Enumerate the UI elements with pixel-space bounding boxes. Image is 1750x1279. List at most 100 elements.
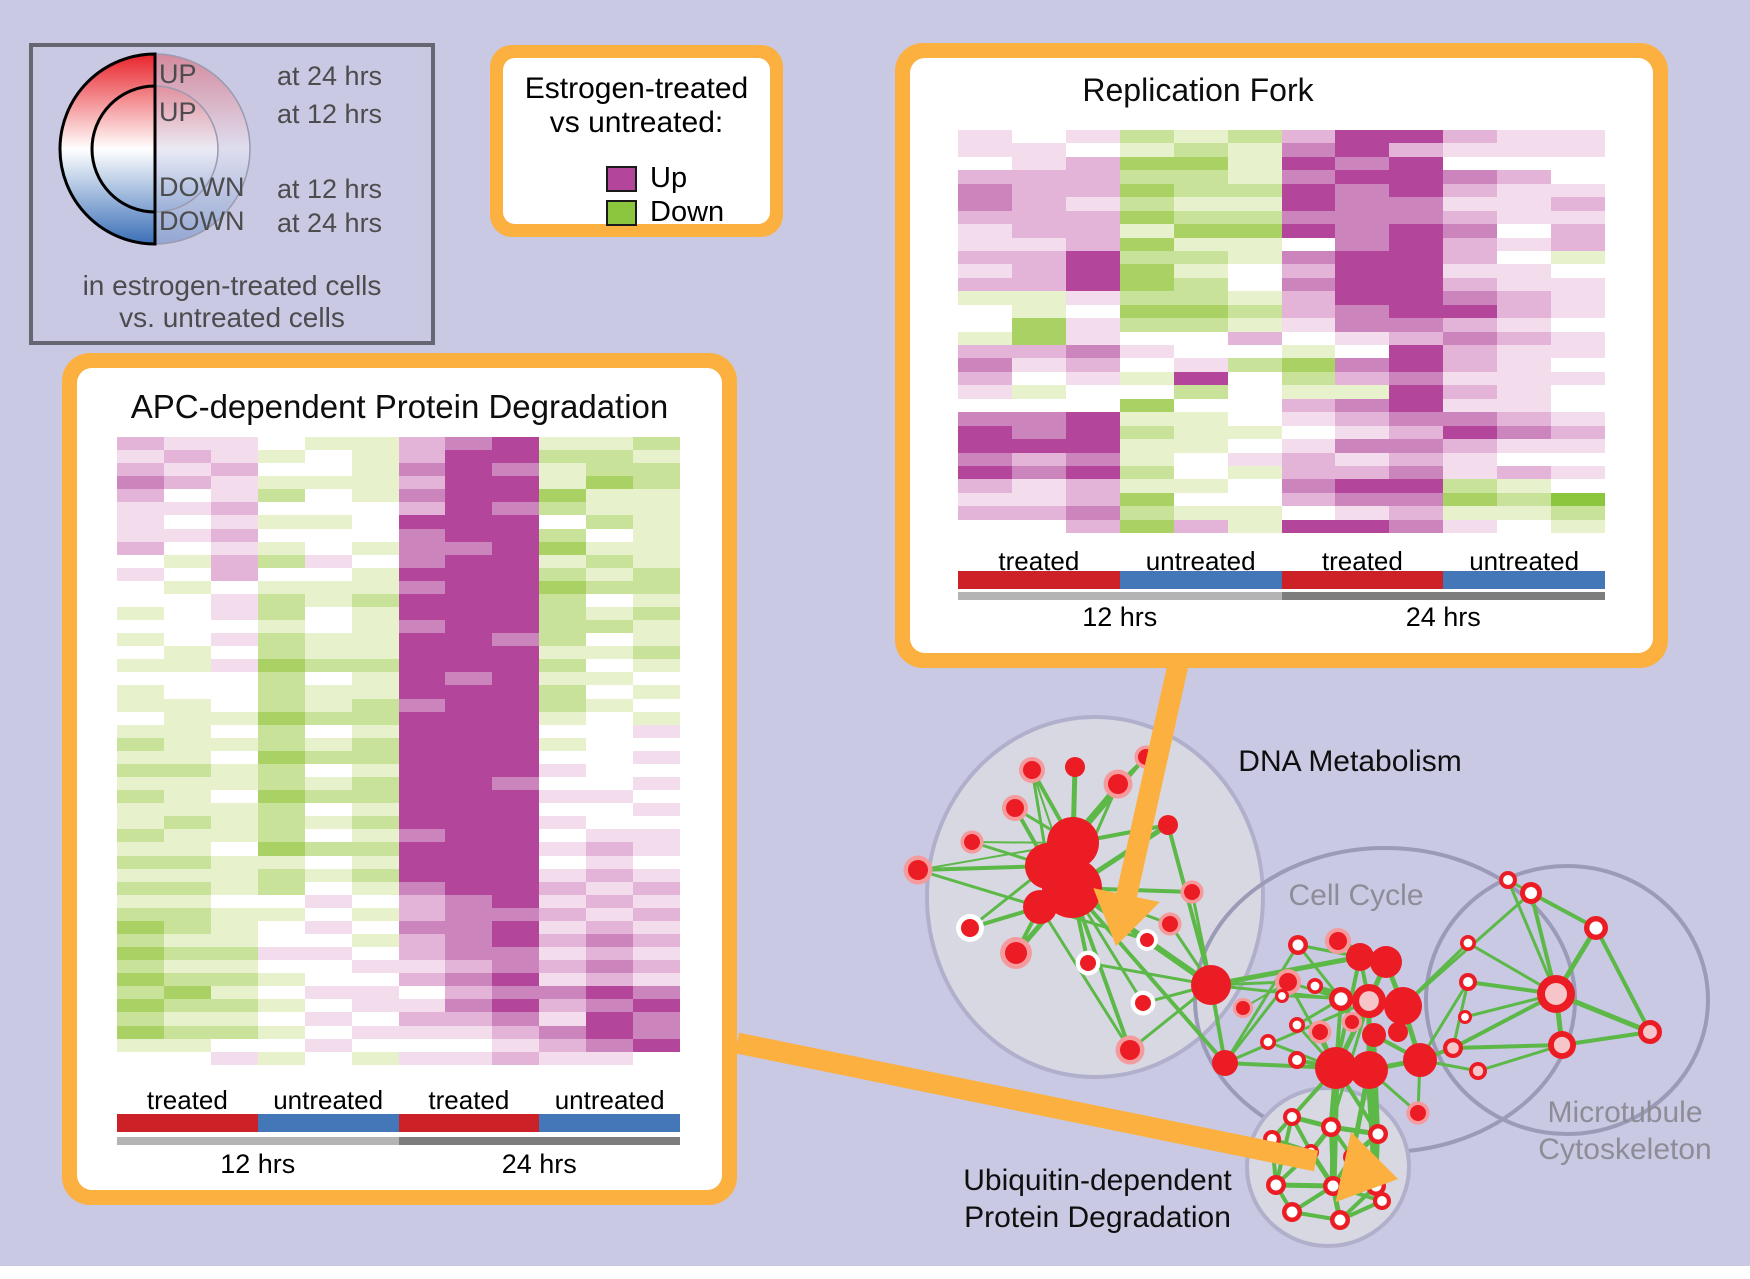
heatmap-cell (304, 777, 352, 791)
heatmap-cell (1065, 371, 1120, 386)
heatmap-cell (586, 502, 634, 516)
heatmap-cell (351, 607, 399, 621)
heatmap-cell (586, 698, 634, 712)
heatmap-cell (1443, 412, 1498, 426)
heatmap-cell (586, 803, 634, 817)
node-center-white (1292, 939, 1304, 951)
heatmap-cell (586, 777, 634, 791)
heatmap-cell (1281, 183, 1336, 198)
heatmap-cell (257, 960, 305, 974)
heatmap-cell (1281, 304, 1336, 319)
heatmap-cell (633, 829, 681, 843)
heatmap-cell (398, 554, 446, 568)
heatmap-cell (304, 1025, 352, 1039)
connector-arrow-shaft (1115, 653, 1191, 901)
heatmap-cell (1227, 170, 1282, 184)
heatmap-cell (304, 933, 352, 948)
heatmap-cell (398, 842, 446, 856)
heatmap-cell (539, 672, 587, 686)
heatmap-cell (633, 554, 681, 568)
heatmap-cell (958, 197, 1012, 211)
heatmap-cell (1173, 519, 1228, 534)
heatmap-cell (351, 541, 399, 555)
heatmap-cell (1497, 183, 1552, 198)
heatmap-cell (1227, 345, 1282, 359)
heatmap-cell (1443, 156, 1498, 171)
heatmap-cell (163, 502, 211, 516)
heatmap-cell (257, 933, 305, 948)
heatmap-cell (445, 554, 493, 568)
heatmap-cell (492, 763, 540, 778)
node-center-white (1463, 977, 1473, 987)
heatmap-cell (257, 463, 305, 477)
heatmap-cell (304, 528, 352, 542)
heatmap-row (117, 672, 681, 686)
heatmap-cell (539, 907, 587, 921)
heatmap-cell (445, 894, 493, 908)
heatmap-cell (304, 541, 352, 555)
heatmap-cell (1227, 506, 1282, 520)
condition-bar-segment (1443, 571, 1605, 589)
legend-up-12-dir: UP (159, 97, 197, 127)
heatmap-row (117, 502, 681, 516)
heatmap-cell (163, 554, 211, 568)
heatmap-row (117, 463, 681, 477)
condition-bar-segment (117, 1114, 258, 1132)
heatmap-cell (304, 476, 352, 490)
heatmap-row (958, 519, 1606, 534)
heatmap-cell (351, 528, 399, 542)
heatmap-row (117, 803, 681, 817)
heatmap-cell (1227, 277, 1282, 292)
heatmap-cell (1335, 345, 1390, 359)
heatmap-cell (257, 737, 305, 751)
heatmap-cell (586, 920, 634, 934)
node-center-white (1334, 1214, 1346, 1226)
heatmap-cell (163, 698, 211, 712)
heatmap-cell (163, 1025, 211, 1039)
heatmap-cell (958, 345, 1012, 359)
heatmap-cell (1443, 345, 1498, 359)
heatmap-row (117, 947, 681, 961)
heatmap-cell (586, 868, 634, 882)
heatmap-cell (257, 567, 305, 581)
heatmap-cell (1119, 130, 1174, 144)
network-node (1006, 799, 1024, 817)
heatmap-cell (539, 620, 587, 634)
ubiquitin-label-line2: Protein Degradation (964, 1201, 1231, 1234)
heatmap-cell (257, 554, 305, 568)
heatmap-cell (633, 763, 681, 778)
heatmap-cell (492, 528, 540, 542)
heatmap-cell (1065, 452, 1120, 466)
heatmap-cell (398, 750, 446, 764)
heatmap-cell (633, 816, 681, 830)
heatmap-cell (539, 999, 587, 1013)
heatmap-cell (1497, 371, 1552, 386)
heatmap-cell (1227, 479, 1282, 493)
heatmap-row (958, 224, 1606, 238)
heatmap-cell (257, 868, 305, 882)
heatmap-cell (1497, 519, 1552, 534)
heatmap-row (117, 842, 681, 856)
heatmap-cell (1227, 197, 1282, 211)
heatmap-cell (304, 973, 352, 987)
heatmap-cell (586, 463, 634, 477)
heatmap-cell (539, 881, 587, 895)
heatmap-cell (1335, 318, 1390, 332)
heatmap-cell (445, 659, 493, 673)
heatmap-cell (1065, 264, 1120, 278)
heatmap-cell (1011, 291, 1066, 305)
legend-down-24-dir: DOWN (159, 206, 245, 236)
heatmap-cell (1281, 237, 1336, 251)
heatmap-cell (117, 633, 164, 647)
heatmap-cell (586, 711, 634, 725)
heatmap-cell (633, 633, 681, 647)
heatmap-cell (257, 1051, 305, 1065)
heatmap-cell (1281, 197, 1336, 211)
heatmap-cell (958, 385, 1012, 399)
heatmap-cell (1173, 371, 1228, 386)
heatmap-row (958, 130, 1606, 144)
heatmap-cell (1227, 492, 1282, 507)
heatmap-cell (1227, 385, 1282, 399)
heatmap-cell (398, 672, 446, 686)
heatmap-cell (163, 920, 211, 934)
